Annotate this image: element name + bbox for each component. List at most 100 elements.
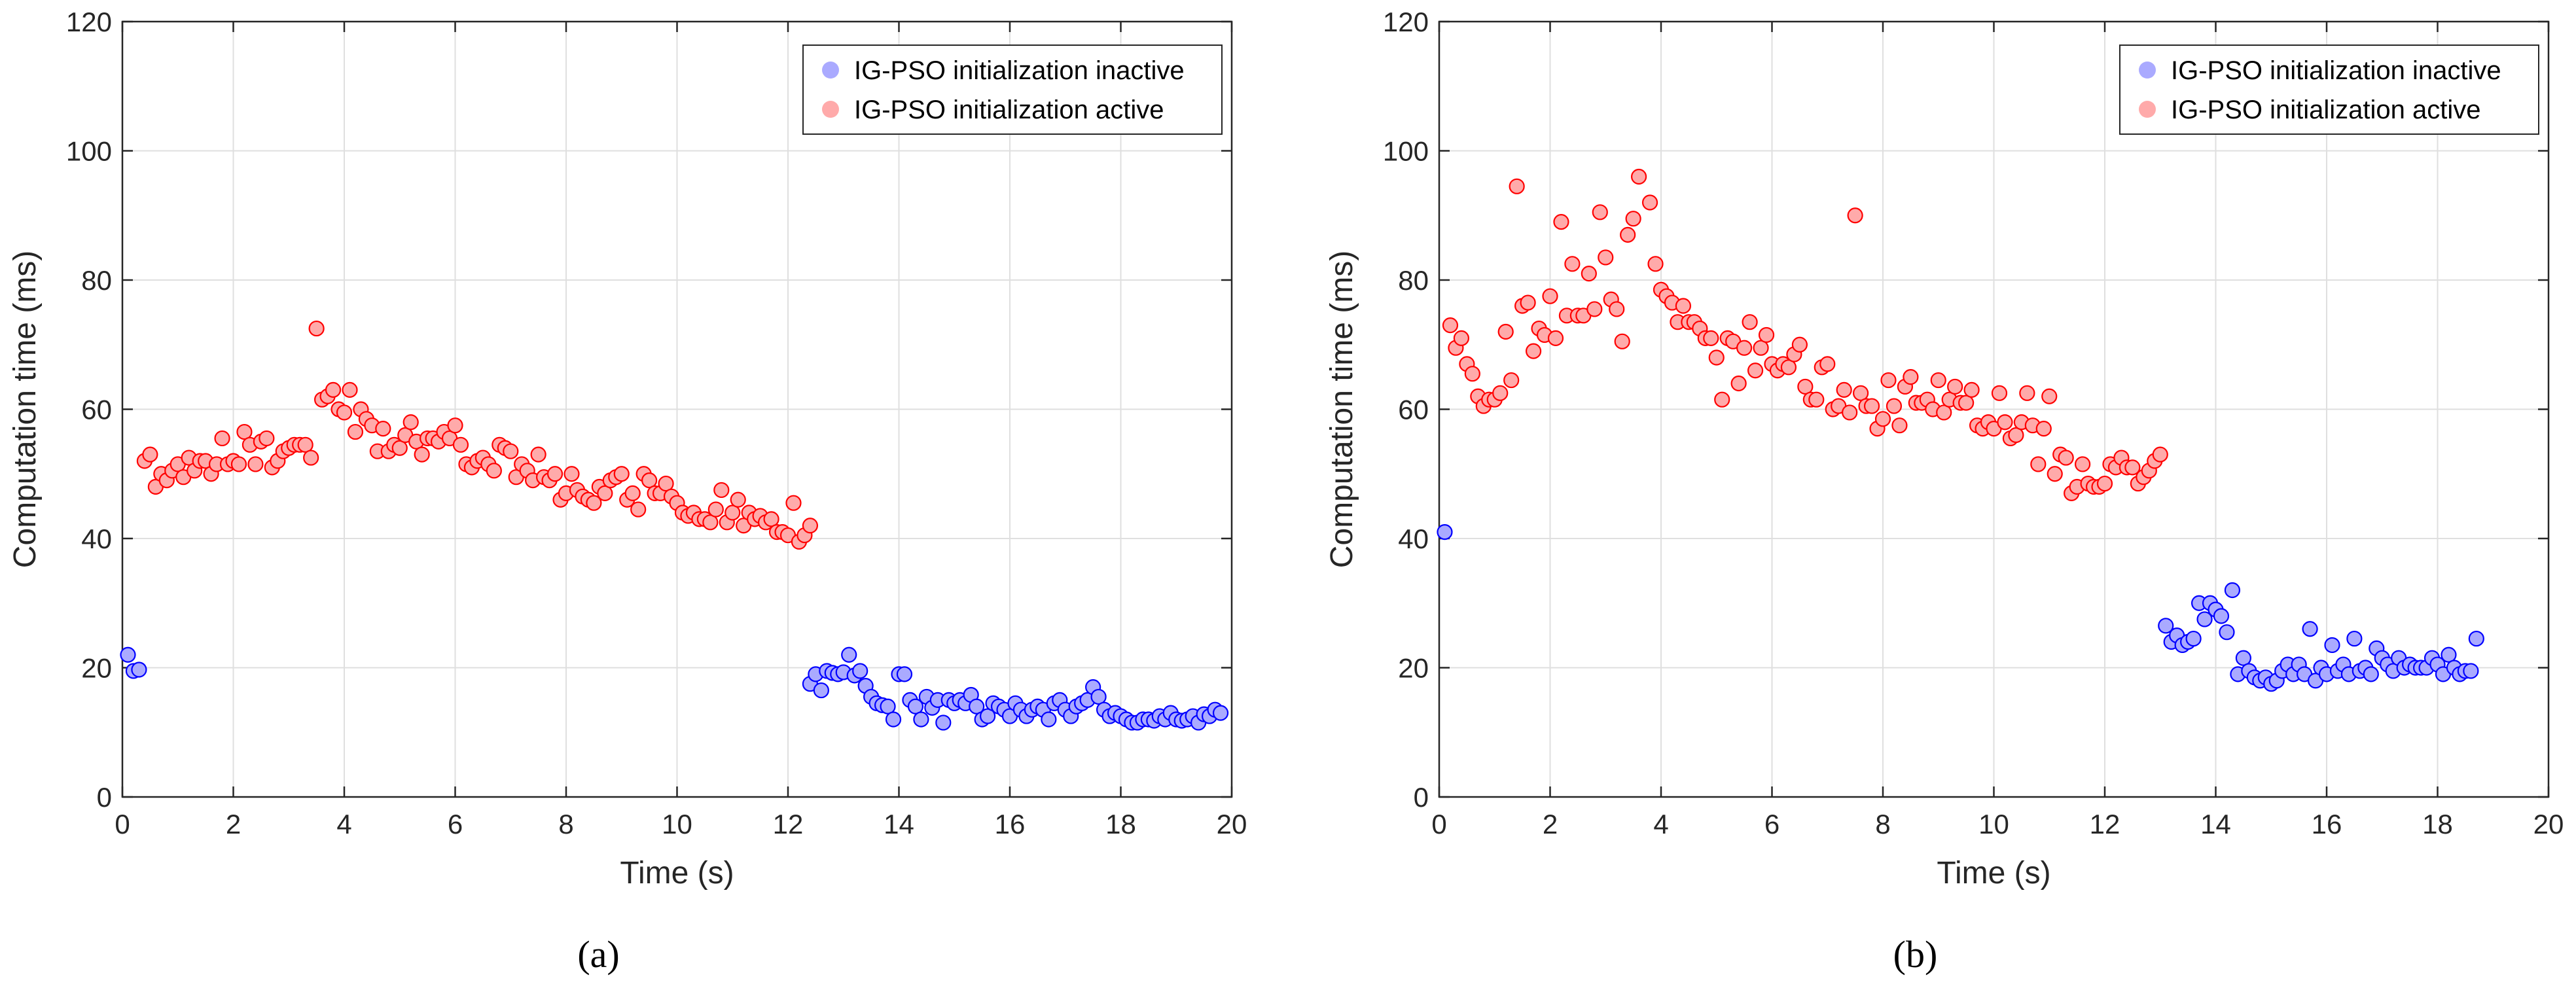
data-point: [1747, 362, 1764, 379]
data-point: [2185, 630, 2202, 647]
data-point: [624, 485, 641, 501]
data-point: [391, 440, 408, 456]
data-point: [1525, 343, 1542, 359]
series-active: [1442, 168, 2168, 501]
data-point: [1903, 369, 1919, 385]
x-tick-label: 10: [1978, 809, 2009, 839]
data-point: [503, 443, 519, 459]
data-point: [1212, 705, 1229, 721]
data-point: [1703, 330, 1719, 346]
data-point: [336, 404, 353, 421]
data-point: [1586, 301, 1603, 317]
data-point: [1520, 294, 1536, 311]
data-point: [1553, 214, 1569, 230]
data-point: [641, 472, 658, 489]
series-active: [136, 320, 819, 550]
x-tick-label: 12: [2090, 809, 2120, 839]
y-tick-label: 80: [1398, 265, 1429, 296]
data-point: [913, 711, 929, 728]
data-point: [2224, 582, 2241, 599]
x-tick-label: 0: [1431, 809, 1446, 839]
x-tick-label: 14: [884, 809, 914, 839]
data-point: [452, 436, 469, 453]
data-point: [630, 501, 647, 518]
x-tick-label: 12: [773, 809, 804, 839]
data-point: [935, 715, 952, 731]
panel-caption: (b): [1893, 933, 1938, 976]
data-point: [969, 698, 985, 715]
data-point: [1930, 372, 1946, 389]
y-tick-label: 120: [66, 7, 112, 37]
data-point: [214, 430, 230, 447]
data-point: [2235, 650, 2251, 666]
data-point: [2041, 388, 2058, 404]
data-point: [546, 466, 564, 482]
panel-a: 0 2 4 6 8 10 12 14 16 18 20 0 20 40 60 80 100 120 Time (s)…: [8, 7, 1247, 976]
ticks: 0 2 4 6 8 10 12 14 16 18 20 0 20 40 60 80 100 120: [66, 7, 1247, 839]
legend-label: IG-PSO initialization inactive: [854, 56, 1185, 85]
data-point: [2019, 385, 2035, 401]
data-point: [763, 511, 779, 527]
x-tick-label: 20: [2533, 809, 2564, 839]
x-tick-label: 6: [1764, 809, 1780, 839]
x-axis-label: Time (s): [1937, 856, 2050, 891]
data-point: [2035, 421, 2052, 437]
data-point: [325, 381, 342, 398]
data-point: [1753, 340, 1769, 356]
data-point: [1542, 288, 1558, 304]
data-point: [1958, 395, 1975, 411]
y-tick-label: 60: [81, 395, 112, 425]
ticks: 0 2 4 6 8 10 12 14 16 18 20 0 20 40 60 80 100 120: [1383, 7, 2564, 839]
data-point: [2302, 621, 2318, 637]
legend-label: IG-PSO initialization active: [854, 96, 1164, 124]
data-point: [1614, 333, 1630, 349]
data-point: [1041, 711, 1057, 728]
data-point: [1842, 404, 1858, 421]
data-point: [1853, 385, 1869, 401]
data-point: [564, 466, 580, 482]
y-tick-label: 40: [81, 523, 112, 554]
legend: IG-PSO initialization inactive IG-PSO ini…: [2119, 44, 2539, 135]
data-point: [1581, 266, 1597, 282]
data-point: [1708, 349, 1725, 366]
data-point: [1730, 375, 1747, 392]
x-tick-label: 16: [995, 809, 1026, 839]
data-point: [2008, 427, 2024, 444]
y-axis-label: Computation time (ms): [1325, 251, 1359, 568]
data-point: [1464, 366, 1480, 382]
data-point: [1780, 359, 1797, 376]
x-tick-label: 8: [558, 809, 573, 839]
data-point: [303, 450, 319, 466]
data-point: [1609, 301, 1625, 317]
data-point: [2363, 666, 2379, 682]
data-point: [2124, 459, 2141, 476]
x-tick-label: 4: [1653, 809, 1668, 839]
data-point: [1453, 330, 1469, 346]
data-point: [2463, 663, 2479, 679]
data-point: [1625, 211, 1641, 227]
legend-box: [2119, 44, 2539, 135]
y-tick-label: 60: [1398, 395, 1429, 425]
data-point: [247, 456, 264, 472]
y-tick-label: 0: [1414, 782, 1429, 813]
data-point: [1997, 414, 2013, 431]
data-point: [880, 698, 896, 715]
data-point: [1492, 385, 1509, 401]
data-point: [230, 456, 247, 472]
x-tick-label: 16: [2312, 809, 2342, 839]
data-point: [1797, 378, 1814, 395]
x-tick-label: 8: [1875, 809, 1890, 839]
data-point: [2219, 624, 2235, 641]
x-tick-label: 18: [1105, 809, 1136, 839]
data-point: [236, 423, 253, 440]
data-point: [142, 446, 158, 463]
data-point: [1991, 385, 2008, 401]
y-tick-label: 120: [1383, 7, 1429, 37]
y-tick-label: 40: [1398, 523, 1429, 554]
legend-marker: [2139, 101, 2156, 118]
data-point: [1620, 226, 1636, 243]
x-tick-label: 2: [226, 809, 241, 839]
data-point: [1547, 330, 1564, 346]
y-tick-label: 20: [81, 653, 112, 684]
